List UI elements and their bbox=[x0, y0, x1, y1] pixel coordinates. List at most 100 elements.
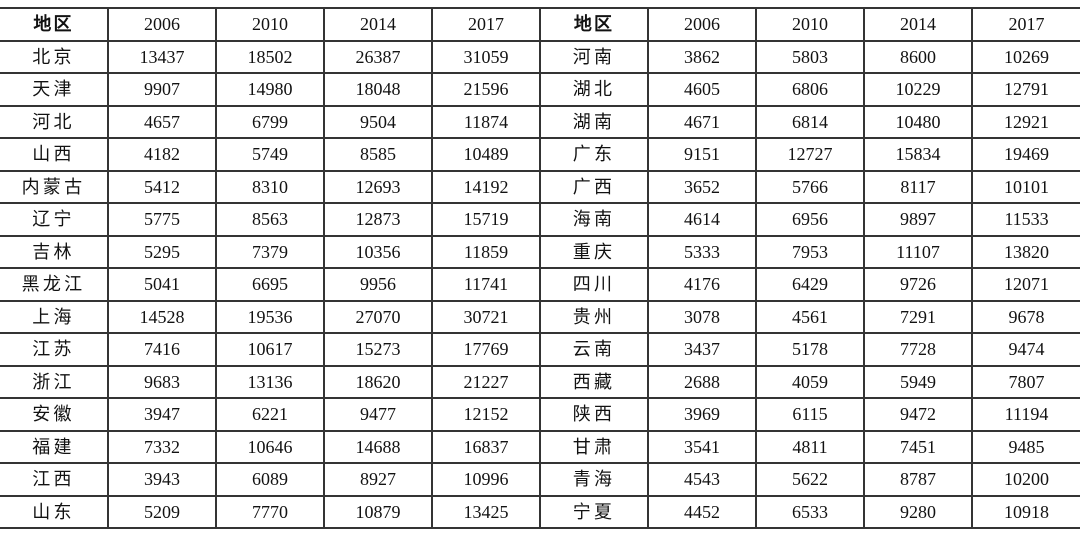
value-cell: 8787 bbox=[863, 462, 972, 497]
table-row: 浙江 9683 13136 18620 21227 西藏 2688 4059 5949 7807 bbox=[0, 364, 1080, 399]
region-column-header: 地区 bbox=[0, 7, 108, 42]
value-cell: 8310 bbox=[215, 169, 324, 204]
value-cell: 9726 bbox=[863, 267, 972, 302]
region-name-cell: 宁夏 bbox=[539, 494, 648, 529]
value-cell: 6814 bbox=[755, 104, 864, 139]
value-cell: 4176 bbox=[647, 267, 756, 302]
value-cell: 5333 bbox=[647, 234, 756, 269]
value-cell: 16837 bbox=[431, 429, 540, 464]
region-name-cell: 陕西 bbox=[539, 397, 648, 432]
value-cell: 14192 bbox=[431, 169, 540, 204]
value-cell: 14528 bbox=[107, 299, 216, 334]
value-cell: 7807 bbox=[971, 364, 1080, 399]
value-cell: 8563 bbox=[215, 202, 324, 237]
table-row: 山东 5209 7770 10879 13425 宁夏 4452 6533 9280 10918 bbox=[0, 494, 1080, 529]
value-cell: 14980 bbox=[215, 72, 324, 107]
value-cell: 7332 bbox=[107, 429, 216, 464]
value-cell: 10996 bbox=[431, 462, 540, 497]
table-row: 内蒙古 5412 8310 12693 14192 广西 3652 5766 8117 10101 bbox=[0, 169, 1080, 204]
value-cell: 5622 bbox=[755, 462, 864, 497]
region-name-cell: 黑龙江 bbox=[0, 267, 108, 302]
header-row: 地区 2006 2010 2014 2017 地区 2006 2010 2014 2017 bbox=[0, 7, 1080, 42]
value-cell: 4182 bbox=[107, 137, 216, 172]
region-name-cell: 内蒙古 bbox=[0, 169, 108, 204]
table-row: 天津 9907 14980 18048 21596 湖北 4605 6806 10229 1279… bbox=[0, 72, 1080, 107]
value-cell: 7379 bbox=[215, 234, 324, 269]
value-cell: 19469 bbox=[971, 137, 1080, 172]
value-cell: 5412 bbox=[107, 169, 216, 204]
value-cell: 8600 bbox=[863, 39, 972, 74]
value-cell: 10646 bbox=[215, 429, 324, 464]
value-cell: 4671 bbox=[647, 104, 756, 139]
value-cell: 15719 bbox=[431, 202, 540, 237]
value-cell: 6806 bbox=[755, 72, 864, 107]
value-cell: 3943 bbox=[107, 462, 216, 497]
region-name-cell: 上海 bbox=[0, 299, 108, 334]
region-name-cell: 青海 bbox=[539, 462, 648, 497]
table-row: 河北 4657 6799 9504 11874 湖南 4671 6814 10480 12921 bbox=[0, 104, 1080, 139]
year-column-header: 2017 bbox=[971, 7, 1080, 42]
value-cell: 10489 bbox=[431, 137, 540, 172]
region-name-cell: 河南 bbox=[539, 39, 648, 74]
value-cell: 13820 bbox=[971, 234, 1080, 269]
region-name-cell: 山东 bbox=[0, 494, 108, 529]
value-cell: 12873 bbox=[323, 202, 432, 237]
value-cell: 11874 bbox=[431, 104, 540, 139]
value-cell: 8117 bbox=[863, 169, 972, 204]
value-cell: 9683 bbox=[107, 364, 216, 399]
table-row: 黑龙江 5041 6695 9956 11741 四川 4176 6429 9726 12071 bbox=[0, 267, 1080, 302]
value-cell: 2688 bbox=[647, 364, 756, 399]
value-cell: 9485 bbox=[971, 429, 1080, 464]
region-name-cell: 北京 bbox=[0, 39, 108, 74]
value-cell: 5209 bbox=[107, 494, 216, 529]
table-row: 北京 13437 18502 26387 31059 河南 3862 5803 8600 1026… bbox=[0, 39, 1080, 74]
value-cell: 10617 bbox=[215, 332, 324, 367]
value-cell: 21227 bbox=[431, 364, 540, 399]
value-cell: 12693 bbox=[323, 169, 432, 204]
value-cell: 9956 bbox=[323, 267, 432, 302]
value-cell: 8927 bbox=[323, 462, 432, 497]
value-cell: 4605 bbox=[647, 72, 756, 107]
value-cell: 26387 bbox=[323, 39, 432, 74]
value-cell: 12152 bbox=[431, 397, 540, 432]
region-name-cell: 重庆 bbox=[539, 234, 648, 269]
year-column-header: 2010 bbox=[215, 7, 324, 42]
value-cell: 9897 bbox=[863, 202, 972, 237]
value-cell: 11533 bbox=[971, 202, 1080, 237]
value-cell: 8585 bbox=[323, 137, 432, 172]
table-row: 上海 14528 19536 27070 30721 贵州 3078 4561 7291 9678 bbox=[0, 299, 1080, 334]
region-year-data-table: 地区 2006 2010 2014 2017 地区 2006 2010 2014 2017 北京 13… bbox=[0, 7, 1080, 529]
year-column-header: 2014 bbox=[323, 7, 432, 42]
value-cell: 3541 bbox=[647, 429, 756, 464]
value-cell: 6956 bbox=[755, 202, 864, 237]
value-cell: 5949 bbox=[863, 364, 972, 399]
value-cell: 4811 bbox=[755, 429, 864, 464]
value-cell: 13437 bbox=[107, 39, 216, 74]
region-name-cell: 广西 bbox=[539, 169, 648, 204]
region-name-cell: 甘肃 bbox=[539, 429, 648, 464]
value-cell: 12071 bbox=[971, 267, 1080, 302]
value-cell: 10356 bbox=[323, 234, 432, 269]
value-cell: 4657 bbox=[107, 104, 216, 139]
value-cell: 12727 bbox=[755, 137, 864, 172]
value-cell: 4561 bbox=[755, 299, 864, 334]
year-column-header: 2010 bbox=[755, 7, 864, 42]
region-name-cell: 浙江 bbox=[0, 364, 108, 399]
value-cell: 9280 bbox=[863, 494, 972, 529]
value-cell: 9474 bbox=[971, 332, 1080, 367]
value-cell: 4614 bbox=[647, 202, 756, 237]
value-cell: 4543 bbox=[647, 462, 756, 497]
value-cell: 9472 bbox=[863, 397, 972, 432]
value-cell: 6115 bbox=[755, 397, 864, 432]
table-row: 江苏 7416 10617 15273 17769 云南 3437 5178 7728 9474 bbox=[0, 332, 1080, 367]
value-cell: 9504 bbox=[323, 104, 432, 139]
value-cell: 11741 bbox=[431, 267, 540, 302]
value-cell: 21596 bbox=[431, 72, 540, 107]
value-cell: 6429 bbox=[755, 267, 864, 302]
value-cell: 15834 bbox=[863, 137, 972, 172]
value-cell: 3078 bbox=[647, 299, 756, 334]
value-cell: 6221 bbox=[215, 397, 324, 432]
value-cell: 5295 bbox=[107, 234, 216, 269]
table-row: 吉林 5295 7379 10356 11859 重庆 5333 7953 11107 13820 bbox=[0, 234, 1080, 269]
